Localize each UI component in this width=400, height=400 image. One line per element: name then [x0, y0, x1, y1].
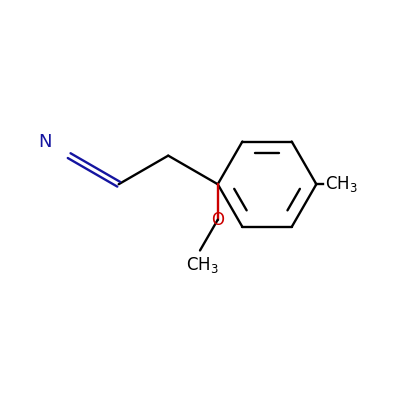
Text: O: O: [211, 211, 224, 229]
Text: CH$_3$: CH$_3$: [186, 255, 218, 275]
Text: N: N: [38, 133, 52, 151]
Text: CH$_3$: CH$_3$: [325, 174, 358, 194]
